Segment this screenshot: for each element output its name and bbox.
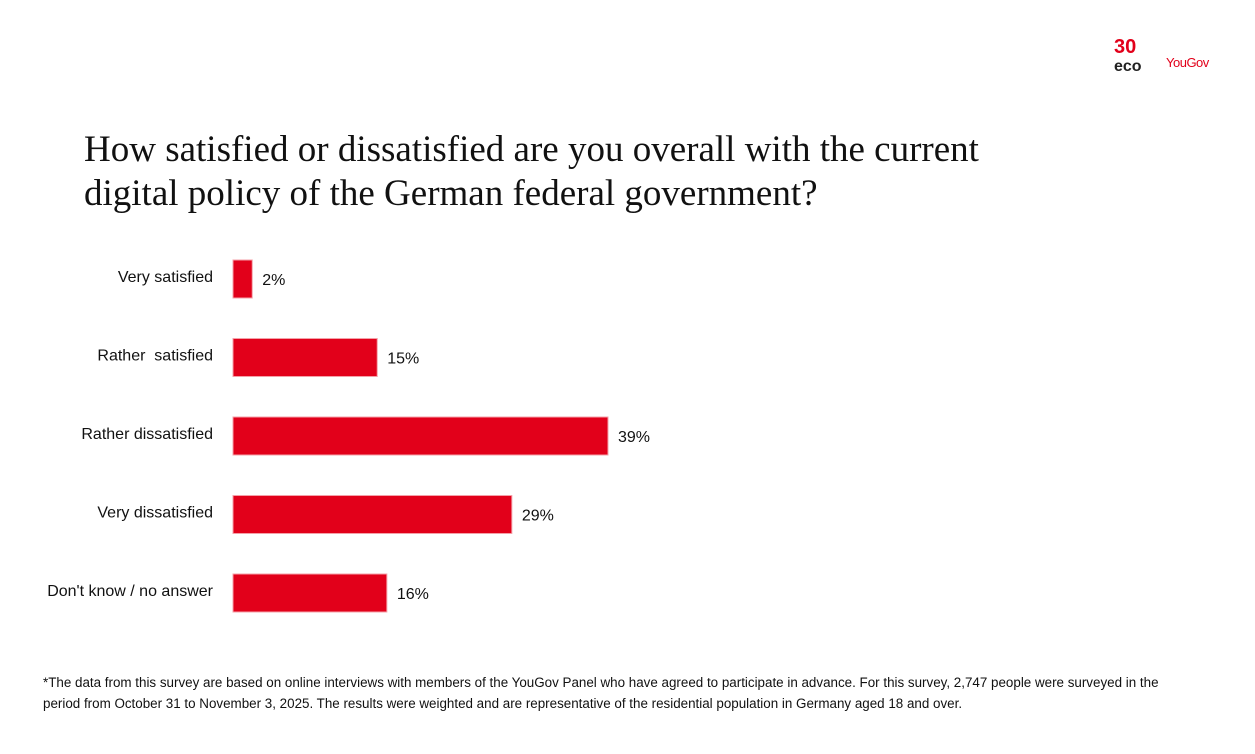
footnote: *The data from this survey are based on … — [43, 675, 1159, 711]
value-label: 29% — [522, 508, 554, 525]
chart-title: How satisfied or dissatisfied are you ov… — [84, 129, 979, 214]
chart: Very satisfied 2% Rather satisfied 15% Rathe… — [47, 259, 650, 613]
bar — [232, 259, 253, 299]
value-label: 2% — [262, 272, 285, 289]
logo-eco: eco — [1114, 58, 1142, 75]
value-label: 39% — [618, 429, 650, 446]
category-label: Rather dissatisfied — [81, 426, 213, 443]
value-label: 16% — [397, 586, 429, 603]
category-label: Don't know / no answer — [47, 583, 213, 600]
value-label: 15% — [387, 351, 419, 368]
category-label: Very dissatisfied — [97, 505, 213, 522]
bar — [232, 338, 378, 377]
bar — [232, 416, 609, 456]
category-label: Rather satisfied — [97, 348, 213, 365]
bar — [232, 573, 388, 613]
logo-yougov: YouGov — [1166, 55, 1209, 70]
category-label: Very satisfied — [118, 269, 213, 286]
bar — [232, 495, 513, 534]
logo-badge: 30 — [1114, 36, 1137, 58]
